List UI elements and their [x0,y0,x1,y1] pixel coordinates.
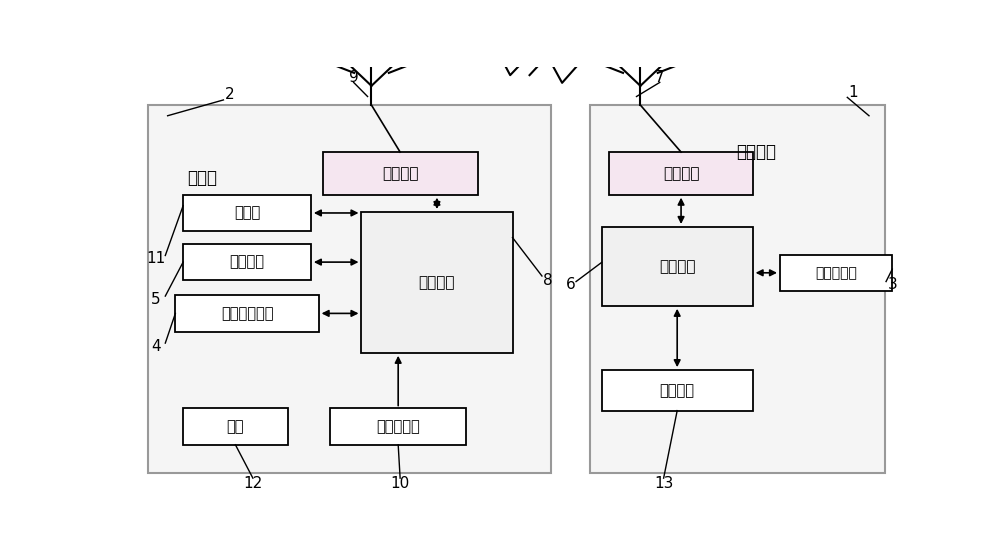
Text: 时钟振荚器: 时钟振荚器 [376,419,420,434]
Bar [361,212,512,353]
Text: 6: 6 [566,277,576,292]
Bar [330,408,466,445]
Text: 射频模块: 射频模块 [663,166,699,181]
Text: 3: 3 [887,277,897,292]
Text: 卡计数器: 卡计数器 [230,255,265,270]
Bar [148,105,551,473]
Text: 电池: 电池 [227,419,244,434]
Text: 控制模块: 控制模块 [659,259,695,274]
Text: 9: 9 [349,70,358,85]
Text: 13: 13 [654,476,673,491]
Text: 10: 10 [390,476,410,491]
Text: 读卡设备: 读卡设备 [737,143,777,161]
Text: 11: 11 [146,251,166,266]
Bar [323,152,478,195]
Bar [602,227,753,306]
Text: 射频单元: 射频单元 [382,166,418,181]
Text: 外部接口: 外部接口 [660,383,695,398]
Text: 存储器: 存储器 [234,205,260,220]
Text: 7: 7 [655,70,665,85]
Text: 设备计数器: 设备计数器 [815,266,857,280]
Bar [183,195,311,231]
Text: 5: 5 [151,292,161,307]
Bar [780,255,892,291]
Text: 1: 1 [849,85,858,100]
Text: 有源卡: 有源卡 [188,169,218,186]
Text: 8: 8 [543,273,552,288]
Bar [590,105,885,473]
Bar [183,408,288,445]
Bar [602,370,753,411]
Text: 2: 2 [225,87,234,102]
Bar [175,295,319,331]
Bar [609,152,753,195]
Bar [183,244,311,280]
Text: 4: 4 [151,339,161,354]
Text: 控制单元: 控制单元 [419,275,455,290]
Text: 时钟校准模块: 时钟校准模块 [221,306,273,321]
Text: 12: 12 [243,476,262,491]
